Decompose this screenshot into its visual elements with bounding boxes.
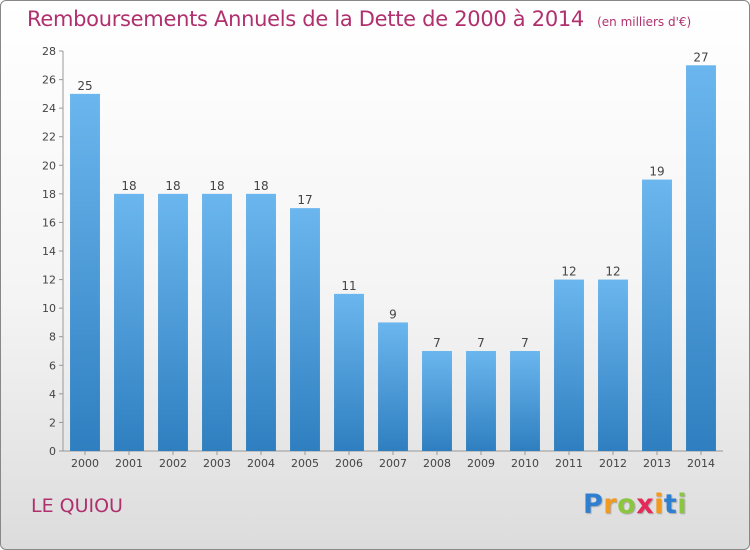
y-tick-label: 26 xyxy=(42,74,56,87)
bars xyxy=(70,65,716,452)
data-label: 12 xyxy=(605,265,620,279)
bar-2005 xyxy=(290,208,320,451)
x-tick-label: 2010 xyxy=(511,457,539,470)
data-label: 18 xyxy=(209,179,224,193)
labels: 2000 25 2001 18 2002 18 2003 18 2004 18 2005 17 2006… xyxy=(71,50,715,470)
data-label: 27 xyxy=(693,50,708,64)
bar-2007 xyxy=(378,322,408,451)
data-label: 9 xyxy=(389,307,397,321)
bar-2014 xyxy=(686,65,716,452)
x-tick-label: 2014 xyxy=(687,457,715,470)
chart-title: Remboursements Annuels de la Dette de 20… xyxy=(27,7,584,31)
logo-letter: t xyxy=(663,489,678,520)
y-tick-label: 14 xyxy=(42,245,56,258)
commune-name: LE QUIOU xyxy=(31,495,123,517)
data-label: 7 xyxy=(521,336,529,350)
logo-letter: P xyxy=(583,489,604,520)
bar-2006 xyxy=(334,293,364,451)
x-tick-label: 2008 xyxy=(423,457,451,470)
data-label: 18 xyxy=(121,179,136,193)
bar-2012 xyxy=(598,279,628,451)
bar-2010 xyxy=(510,351,540,451)
y-tick-label: 22 xyxy=(42,131,56,144)
bar-2009 xyxy=(466,351,496,451)
proxiti-logo: Proxiti xyxy=(583,489,687,520)
y-tick-label: 2 xyxy=(49,416,56,429)
bar-2013 xyxy=(642,179,672,452)
x-tick-label: 2006 xyxy=(335,457,363,470)
y-tick-label: 4 xyxy=(49,388,56,401)
y-tick-label: 20 xyxy=(42,159,56,172)
y-tick-label: 0 xyxy=(49,445,56,458)
x-tick-label: 2012 xyxy=(599,457,627,470)
data-label: 7 xyxy=(433,336,441,350)
logo-letter: i xyxy=(654,489,664,520)
y-tick-label: 16 xyxy=(42,216,56,229)
logo-letter: i xyxy=(677,489,688,520)
data-label: 18 xyxy=(253,179,268,193)
y-tick-label: 8 xyxy=(49,331,56,344)
data-label: 7 xyxy=(477,336,485,350)
x-tick-label: 2002 xyxy=(159,457,187,470)
y-tick-label: 6 xyxy=(49,359,56,372)
logo-letter: r xyxy=(603,489,618,520)
chart-subtitle: (en milliers d'€) xyxy=(597,15,692,29)
x-tick-label: 2000 xyxy=(71,457,99,470)
y-tick-label: 18 xyxy=(42,188,56,201)
x-tick-label: 2001 xyxy=(115,457,143,470)
x-tick-label: 2013 xyxy=(643,457,671,470)
x-tick-label: 2007 xyxy=(379,457,407,470)
x-tick-label: 2011 xyxy=(555,457,583,470)
y-tick-label: 24 xyxy=(42,102,56,115)
title-row: Remboursements Annuels de la Dette de 20… xyxy=(27,7,691,31)
data-label: 18 xyxy=(165,179,180,193)
data-label: 11 xyxy=(341,279,356,293)
bar-2001 xyxy=(114,193,144,451)
y-tick-label: 28 xyxy=(42,45,56,58)
bar-2011 xyxy=(554,279,584,451)
bar-2003 xyxy=(202,193,232,451)
bar-2008 xyxy=(422,351,452,451)
data-label: 25 xyxy=(77,79,92,93)
bar-2004 xyxy=(246,193,276,451)
logo-letter: x xyxy=(636,489,655,520)
x-tick-label: 2003 xyxy=(203,457,231,470)
x-tick-label: 2005 xyxy=(291,457,319,470)
y-tick-label: 10 xyxy=(42,302,56,315)
data-label: 17 xyxy=(297,193,312,207)
x-tick-label: 2004 xyxy=(247,457,275,470)
bar-2002 xyxy=(158,193,188,451)
logo-letter: o xyxy=(617,489,637,520)
data-label: 19 xyxy=(649,165,664,179)
x-tick-label: 2009 xyxy=(467,457,495,470)
bar-2000 xyxy=(70,93,100,451)
y-tick-label: 12 xyxy=(42,274,56,287)
data-label: 12 xyxy=(561,265,576,279)
